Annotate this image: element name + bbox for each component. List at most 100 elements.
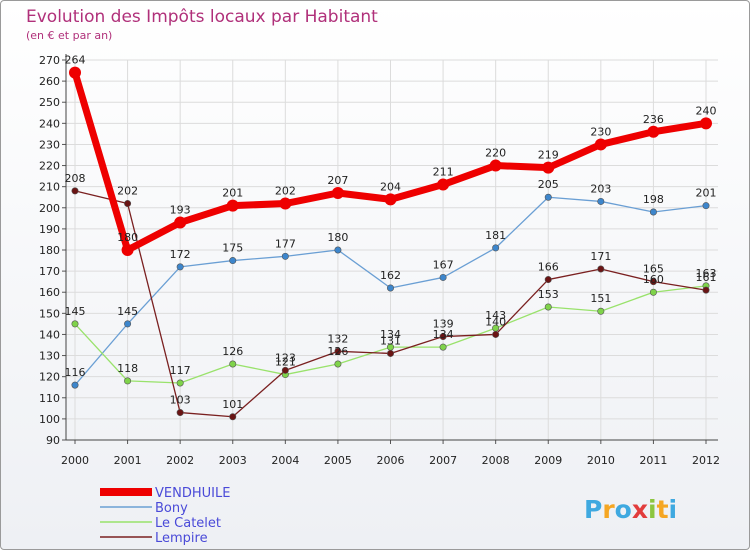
point-VENDHUILE-2007 xyxy=(437,178,450,191)
x-tick-label-2007: 2007 xyxy=(429,454,457,467)
proxiti-letter-0: P xyxy=(584,495,602,524)
y-tick-label-150: 150 xyxy=(39,307,60,320)
point-VENDHUILE-2012 xyxy=(700,117,712,130)
data-label-Bony-2009: 205 xyxy=(538,178,559,191)
data-label-Lempire-2004: 123 xyxy=(275,351,296,364)
x-tick-label-2001: 2001 xyxy=(114,454,142,467)
data-label-Bony-2001: 145 xyxy=(117,305,138,318)
data-label-VENDHUILE-2008: 220 xyxy=(485,147,506,160)
point-Le Catelet-2000 xyxy=(71,320,79,328)
y-tick-label-110: 110 xyxy=(39,392,60,405)
data-label-VENDHUILE-2004: 202 xyxy=(275,185,296,198)
proxiti-letter-3: x xyxy=(632,495,648,524)
y-tick-label-130: 130 xyxy=(39,350,60,363)
proxiti-text: Proxiti xyxy=(584,495,677,524)
data-label-Bony-2003: 175 xyxy=(222,242,243,255)
point-Bony-2004 xyxy=(281,252,289,260)
data-label-VENDHUILE-2000: 264 xyxy=(65,54,86,67)
point-Bony-2010 xyxy=(597,197,605,205)
series xyxy=(69,66,712,421)
point-Lempire-2012 xyxy=(702,286,710,294)
chart-subtitle: (en € et par an) xyxy=(26,29,112,42)
x-tick-label-2002: 2002 xyxy=(166,454,194,467)
point-Bony-2011 xyxy=(649,208,657,216)
point-Bony-2009 xyxy=(544,193,552,201)
point-Lempire-2008 xyxy=(492,330,500,338)
data-label-VENDHUILE-2006: 204 xyxy=(380,180,401,193)
y-tick-label-170: 170 xyxy=(39,265,60,278)
point-Lempire-2007 xyxy=(439,333,447,341)
data-label-Lempire-2009: 166 xyxy=(538,261,559,274)
point-Lempire-2010 xyxy=(597,265,605,273)
y-tick-label-160: 160 xyxy=(39,286,60,299)
point-Lempire-2001 xyxy=(124,200,132,208)
gridlines xyxy=(66,59,718,441)
point-Lempire-2011 xyxy=(649,278,657,286)
point-Bony-2006 xyxy=(386,284,394,292)
data-label-Le Catelet-2002: 117 xyxy=(170,364,191,377)
data-label-Bony-2005: 180 xyxy=(327,231,348,244)
point-Le Catelet-2003 xyxy=(229,360,237,368)
data-label-VENDHUILE-2009: 219 xyxy=(538,149,559,162)
point-Le Catelet-2005 xyxy=(334,360,342,368)
point-Bony-2008 xyxy=(492,244,500,252)
x-tick-label-2009: 2009 xyxy=(534,454,562,467)
data-label-Le Catelet-2004: 121 xyxy=(275,356,296,369)
data-label-Lempire-2010: 171 xyxy=(590,250,611,263)
y-tick-label-90: 90 xyxy=(46,434,60,447)
data-label-Bony-2010: 203 xyxy=(590,182,611,195)
point-Le Catelet-2010 xyxy=(597,307,605,315)
point-Le Catelet-2001 xyxy=(124,377,132,385)
data-label-Le Catelet-2006: 134 xyxy=(380,328,401,341)
point-VENDHUILE-2002 xyxy=(174,216,187,229)
x-tick-label-2000: 2000 xyxy=(61,454,89,467)
data-label-Le Catelet-2011: 160 xyxy=(643,273,664,286)
x-tick-label-2005: 2005 xyxy=(324,454,352,467)
point-VENDHUILE-2001 xyxy=(121,244,134,256)
point-Le Catelet-2011 xyxy=(649,288,657,296)
data-label-Le Catelet-2000: 145 xyxy=(65,305,86,318)
proxiti-logo: Proxiti xyxy=(584,495,677,524)
point-Le Catelet-2007 xyxy=(439,343,447,351)
point-VENDHUILE-2005 xyxy=(331,187,344,199)
data-label-Bony-2011: 198 xyxy=(643,193,664,206)
data-label-VENDHUILE-2001: 180 xyxy=(117,231,138,244)
data-label-VENDHUILE-2003: 201 xyxy=(222,187,243,200)
x-tick-label-2003: 2003 xyxy=(219,454,247,467)
point-VENDHUILE-2011 xyxy=(647,125,660,138)
data-label-VENDHUILE-2012: 240 xyxy=(696,104,717,117)
axes: 90 100 110 120 130 140 150 160 170 180 190 200 210 22… xyxy=(39,54,720,467)
legend-label-Bony: Bony xyxy=(155,501,188,516)
x-tick-label-2006: 2006 xyxy=(377,454,405,467)
x-tick-label-2011: 2011 xyxy=(639,454,667,467)
y-tick-label-260: 260 xyxy=(39,75,60,88)
data-label-Le Catelet-2005: 126 xyxy=(327,345,348,358)
point-VENDHUILE-2003 xyxy=(226,199,239,212)
y-tick-label-180: 180 xyxy=(39,244,60,257)
chart-title: Evolution des Impôts locaux par Habitant xyxy=(26,7,378,27)
data-label-Bony-2008: 181 xyxy=(485,229,506,242)
point-VENDHUILE-2000 xyxy=(69,66,81,79)
data-label-Bony-2002: 172 xyxy=(170,248,191,261)
proxiti-letter-4: i xyxy=(648,495,657,524)
point-VENDHUILE-2006 xyxy=(384,193,397,206)
point-Lempire-2003 xyxy=(229,413,237,421)
point-Lempire-2004 xyxy=(281,366,289,374)
point-Bony-2005 xyxy=(334,246,342,254)
data-label-Le Catelet-2001: 118 xyxy=(117,362,138,375)
data-label-Le Catelet-2012: 163 xyxy=(696,267,717,280)
legend-label-VENDHUILE: VENDHUILE xyxy=(155,486,230,501)
point-Le Catelet-2002 xyxy=(176,379,184,387)
proxiti-letter-1: r xyxy=(602,495,615,524)
data-label-Lempire-2000: 208 xyxy=(65,172,86,185)
y-tick-label-240: 240 xyxy=(39,117,60,130)
point-Le Catelet-2009 xyxy=(544,303,552,311)
point-Bony-2000 xyxy=(71,381,79,389)
x-tick-label-2012: 2012 xyxy=(692,454,720,467)
point-VENDHUILE-2004 xyxy=(279,197,292,210)
data-label-Le Catelet-2008: 143 xyxy=(485,309,506,322)
legend-label-Le Catelet: Le Catelet xyxy=(155,516,221,531)
data-label-Lempire-2007: 139 xyxy=(433,318,454,331)
point-Lempire-2002 xyxy=(176,409,184,417)
